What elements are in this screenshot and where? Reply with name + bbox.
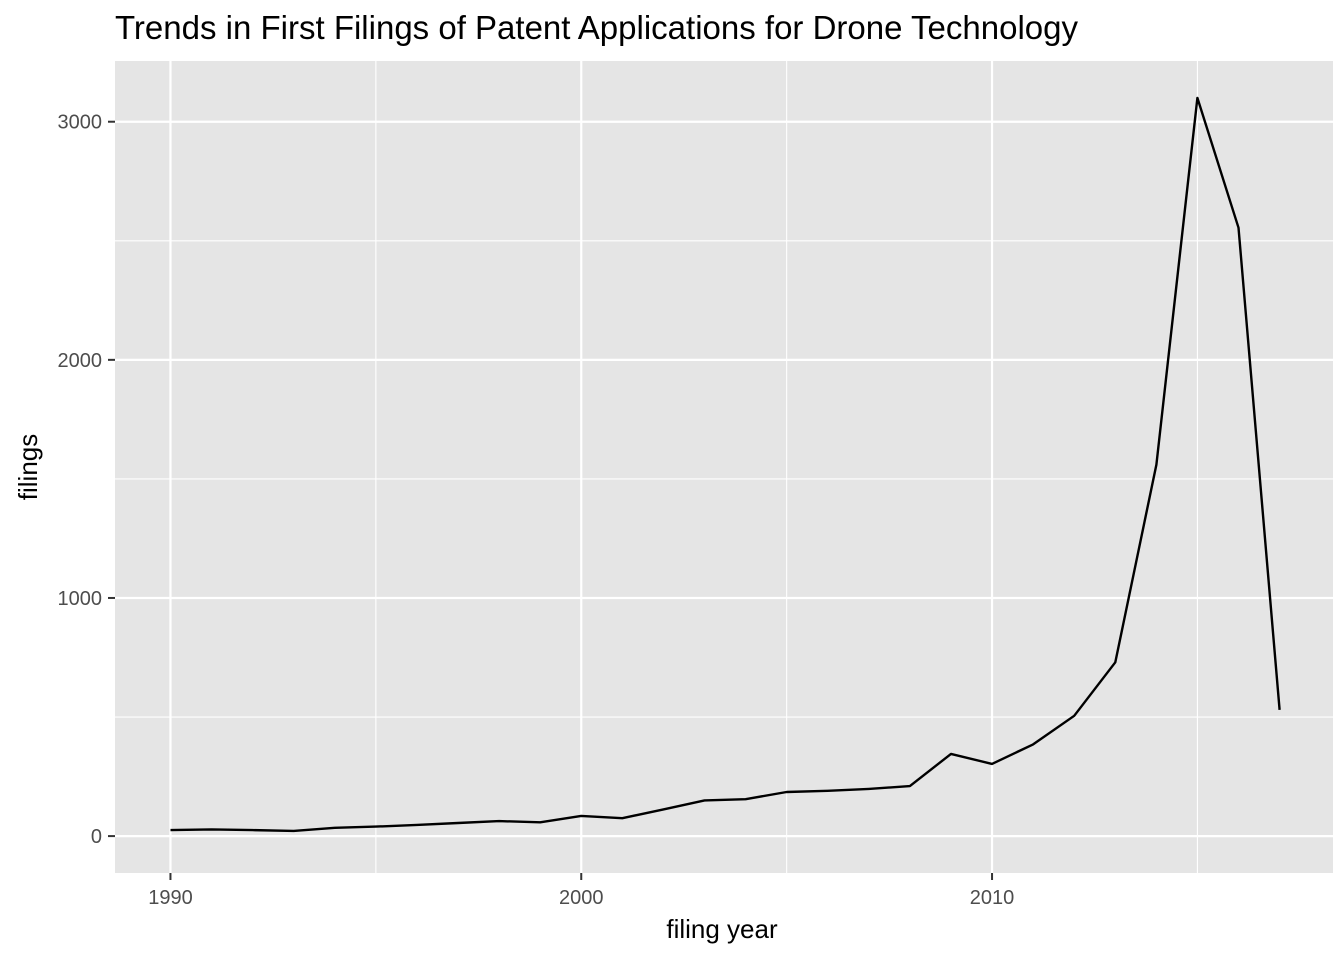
y-tick-label: 0 [91,826,102,848]
x-tick-label: 1990 [148,887,193,909]
chart-title: Trends in First Filings of Patent Applic… [115,9,1078,46]
plot-background [115,61,1333,873]
y-axis-title: filings [13,434,43,500]
x-tick-label: 2010 [970,887,1015,909]
plot-panel [115,61,1333,873]
x-axis: 1990 2000 2010 [148,873,1014,909]
y-tick-label: 3000 [58,112,103,134]
x-axis-title: filing year [666,914,778,944]
y-tick-label: 1000 [58,588,103,610]
y-tick-label: 2000 [58,350,103,372]
x-tick-label: 2000 [559,887,604,909]
y-axis: 0 1000 2000 3000 [58,112,116,848]
